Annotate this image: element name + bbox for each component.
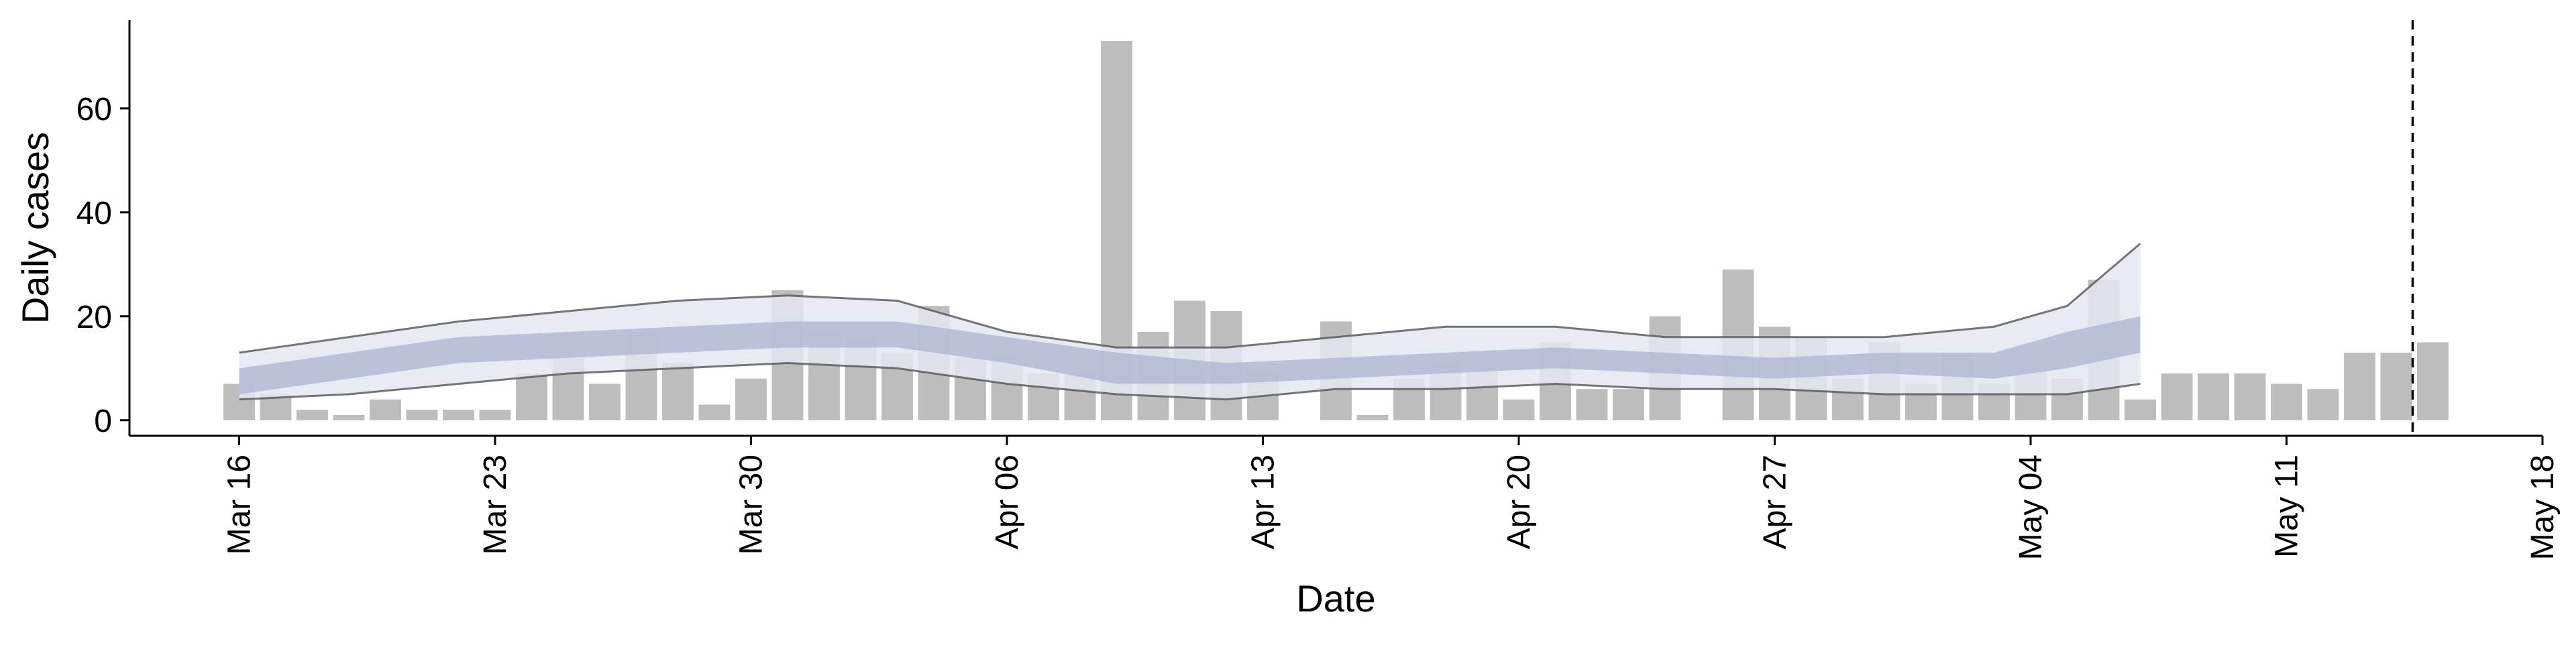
x-tick-label: Apr 06	[989, 455, 1025, 549]
lower-bound-line	[239, 361, 2141, 401]
y-axis-label: Daily cases	[14, 132, 56, 324]
bar	[443, 410, 474, 420]
bar	[406, 410, 438, 420]
x-tick-label: Mar 16	[222, 455, 258, 554]
bar	[2271, 384, 2302, 420]
x-ticks: Mar 16 Mar 23 Mar 30 Apr 06 Apr 13 Apr 20 Apr …	[222, 436, 2561, 560]
bar	[1356, 415, 1389, 420]
bar	[333, 415, 365, 420]
y-tick-label: 0	[94, 404, 112, 439]
bar	[370, 399, 401, 420]
x-tick-label: Apr 27	[1758, 455, 1793, 549]
upper-bound-line	[239, 243, 2141, 354]
axes-layer	[128, 20, 2542, 437]
bar	[735, 378, 767, 420]
x-axis-label: Date	[1296, 577, 1375, 620]
bar	[589, 384, 621, 420]
bar	[516, 373, 547, 420]
bar	[297, 410, 328, 420]
bar	[2234, 373, 2266, 420]
bar	[479, 410, 511, 420]
y-tick-label: 60	[76, 92, 112, 127]
y-tick-label: 20	[76, 300, 112, 335]
x-tick-label: Mar 23	[478, 455, 513, 554]
x-tick-label: Apr 13	[1246, 455, 1281, 549]
bar	[698, 404, 731, 420]
inner-band	[239, 316, 2141, 394]
bar	[1576, 389, 1608, 420]
bands-layer	[239, 243, 2141, 401]
bar	[662, 363, 694, 420]
bar	[1503, 399, 1535, 420]
y-ticks: 0 20 40 60	[76, 92, 129, 439]
x-tick-label: May 04	[2013, 455, 2049, 560]
bar	[2417, 342, 2449, 420]
y-tick-label: 40	[76, 196, 112, 231]
x-tick-label: Apr 20	[1501, 455, 1537, 549]
bar	[2307, 389, 2339, 420]
bar	[2198, 373, 2229, 420]
x-tick-label: Mar 30	[734, 455, 769, 554]
bar	[2125, 399, 2156, 420]
x-tick-label: May 18	[2525, 455, 2561, 560]
bar	[2380, 353, 2412, 420]
bar	[2161, 373, 2193, 420]
x-tick-label: May 11	[2269, 455, 2305, 558]
bar	[1613, 389, 1644, 420]
bar	[2344, 353, 2375, 420]
